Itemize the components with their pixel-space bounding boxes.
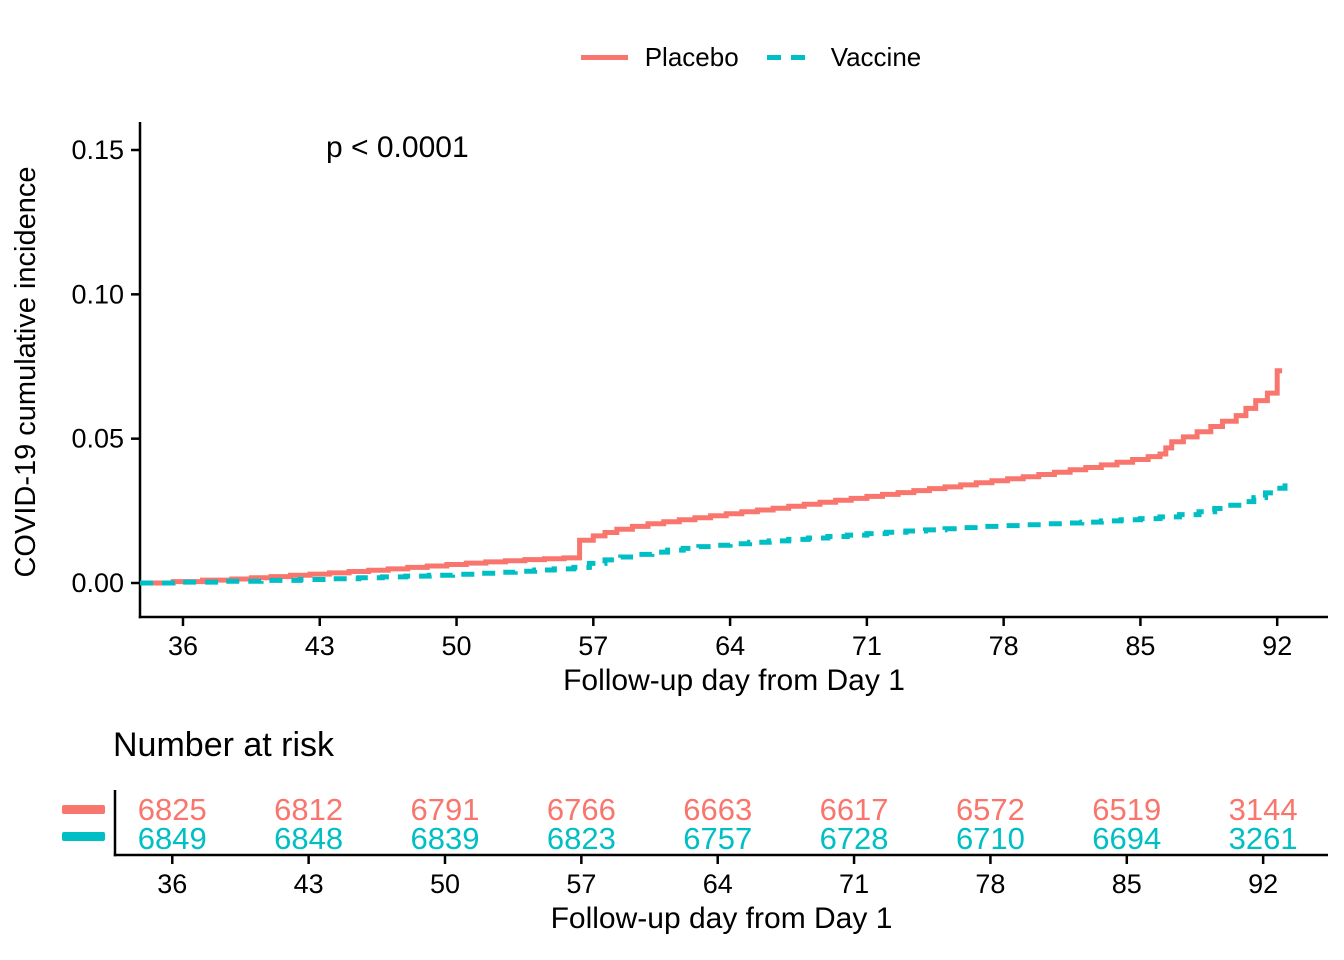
x-tick-label: 78 [989, 631, 1019, 661]
x-tick-label: 85 [1125, 631, 1155, 661]
placebo-risk-count: 6519 [1092, 792, 1161, 827]
legend: Placebo Vaccine [79, 42, 1344, 72]
legend-label-vaccine: Vaccine [830, 42, 922, 72]
placebo-risk-count: 6663 [683, 792, 752, 827]
y-tick-label: 0.10 [71, 279, 124, 309]
risk-table-x-tick-label: 36 [157, 869, 187, 899]
x-tick-label: 36 [168, 631, 198, 661]
placebo-line-key-icon [580, 54, 628, 60]
y-tick-label: 0.05 [71, 424, 124, 454]
risk-table-x-tick-label: 92 [1248, 869, 1278, 899]
risk-table-x-tick-label: 78 [975, 869, 1005, 899]
legend-label-placebo: Placebo [644, 42, 739, 72]
risk-table-x-tick-label: 85 [1112, 869, 1142, 899]
x-tick-label: 57 [578, 631, 608, 661]
y-tick-label: 0.15 [71, 135, 124, 165]
vaccine-curve [140, 483, 1288, 586]
legend-item-placebo: Placebo [580, 42, 739, 72]
vaccine-risk-count: 6710 [956, 821, 1025, 856]
risk-table-x-tick-label: 50 [430, 869, 460, 899]
risk-table-x-tick-label: 43 [294, 869, 324, 899]
risk-table-title: Number at risk [113, 726, 335, 764]
vaccine-risk-count: 6728 [820, 821, 889, 856]
vaccine-risk-count: 6757 [683, 821, 752, 856]
p-value-annotation: p < 0.0001 [326, 131, 469, 164]
placebo-risk-count: 6617 [820, 792, 889, 827]
risk-table-x-tick-label: 71 [839, 869, 869, 899]
vaccine-line-key-icon [766, 54, 814, 60]
placebo-risk-count: 6791 [411, 792, 480, 827]
risk-table-x-tick-label: 64 [703, 869, 733, 899]
vaccine-risk-count: 6823 [547, 821, 616, 856]
placebo-curve [140, 368, 1283, 586]
placebo-row-key-icon [62, 805, 105, 814]
vaccine-row-key-icon [62, 832, 105, 841]
x-tick-label: 50 [442, 631, 472, 661]
risk-table-x-tick-label: 57 [566, 869, 596, 899]
placebo-risk-count: 6572 [956, 792, 1025, 827]
placebo-risk-count: 3144 [1229, 792, 1298, 827]
vaccine-risk-count: 3261 [1229, 821, 1298, 856]
x-axis-title: Follow-up day from Day 1 [563, 664, 905, 697]
x-tick-label: 71 [852, 631, 882, 661]
x-tick-label: 64 [715, 631, 745, 661]
risk-table-x-axis-title: Follow-up day from Day 1 [550, 902, 893, 935]
vaccine-risk-count: 6849 [138, 821, 207, 856]
placebo-risk-count: 6766 [547, 792, 616, 827]
vaccine-risk-count: 6694 [1092, 821, 1161, 856]
vaccine-risk-count: 6839 [411, 821, 480, 856]
y-axis-title: COVID-19 cumulative incidence [10, 166, 42, 578]
legend-item-vaccine: Vaccine [766, 42, 922, 72]
placebo-risk-count: 6825 [138, 792, 207, 827]
vaccine-risk-count: 6848 [274, 821, 343, 856]
x-tick-label: 43 [305, 631, 335, 661]
placebo-risk-count: 6812 [274, 792, 343, 827]
y-tick-label: 0.00 [71, 568, 124, 598]
x-tick-label: 92 [1262, 631, 1292, 661]
